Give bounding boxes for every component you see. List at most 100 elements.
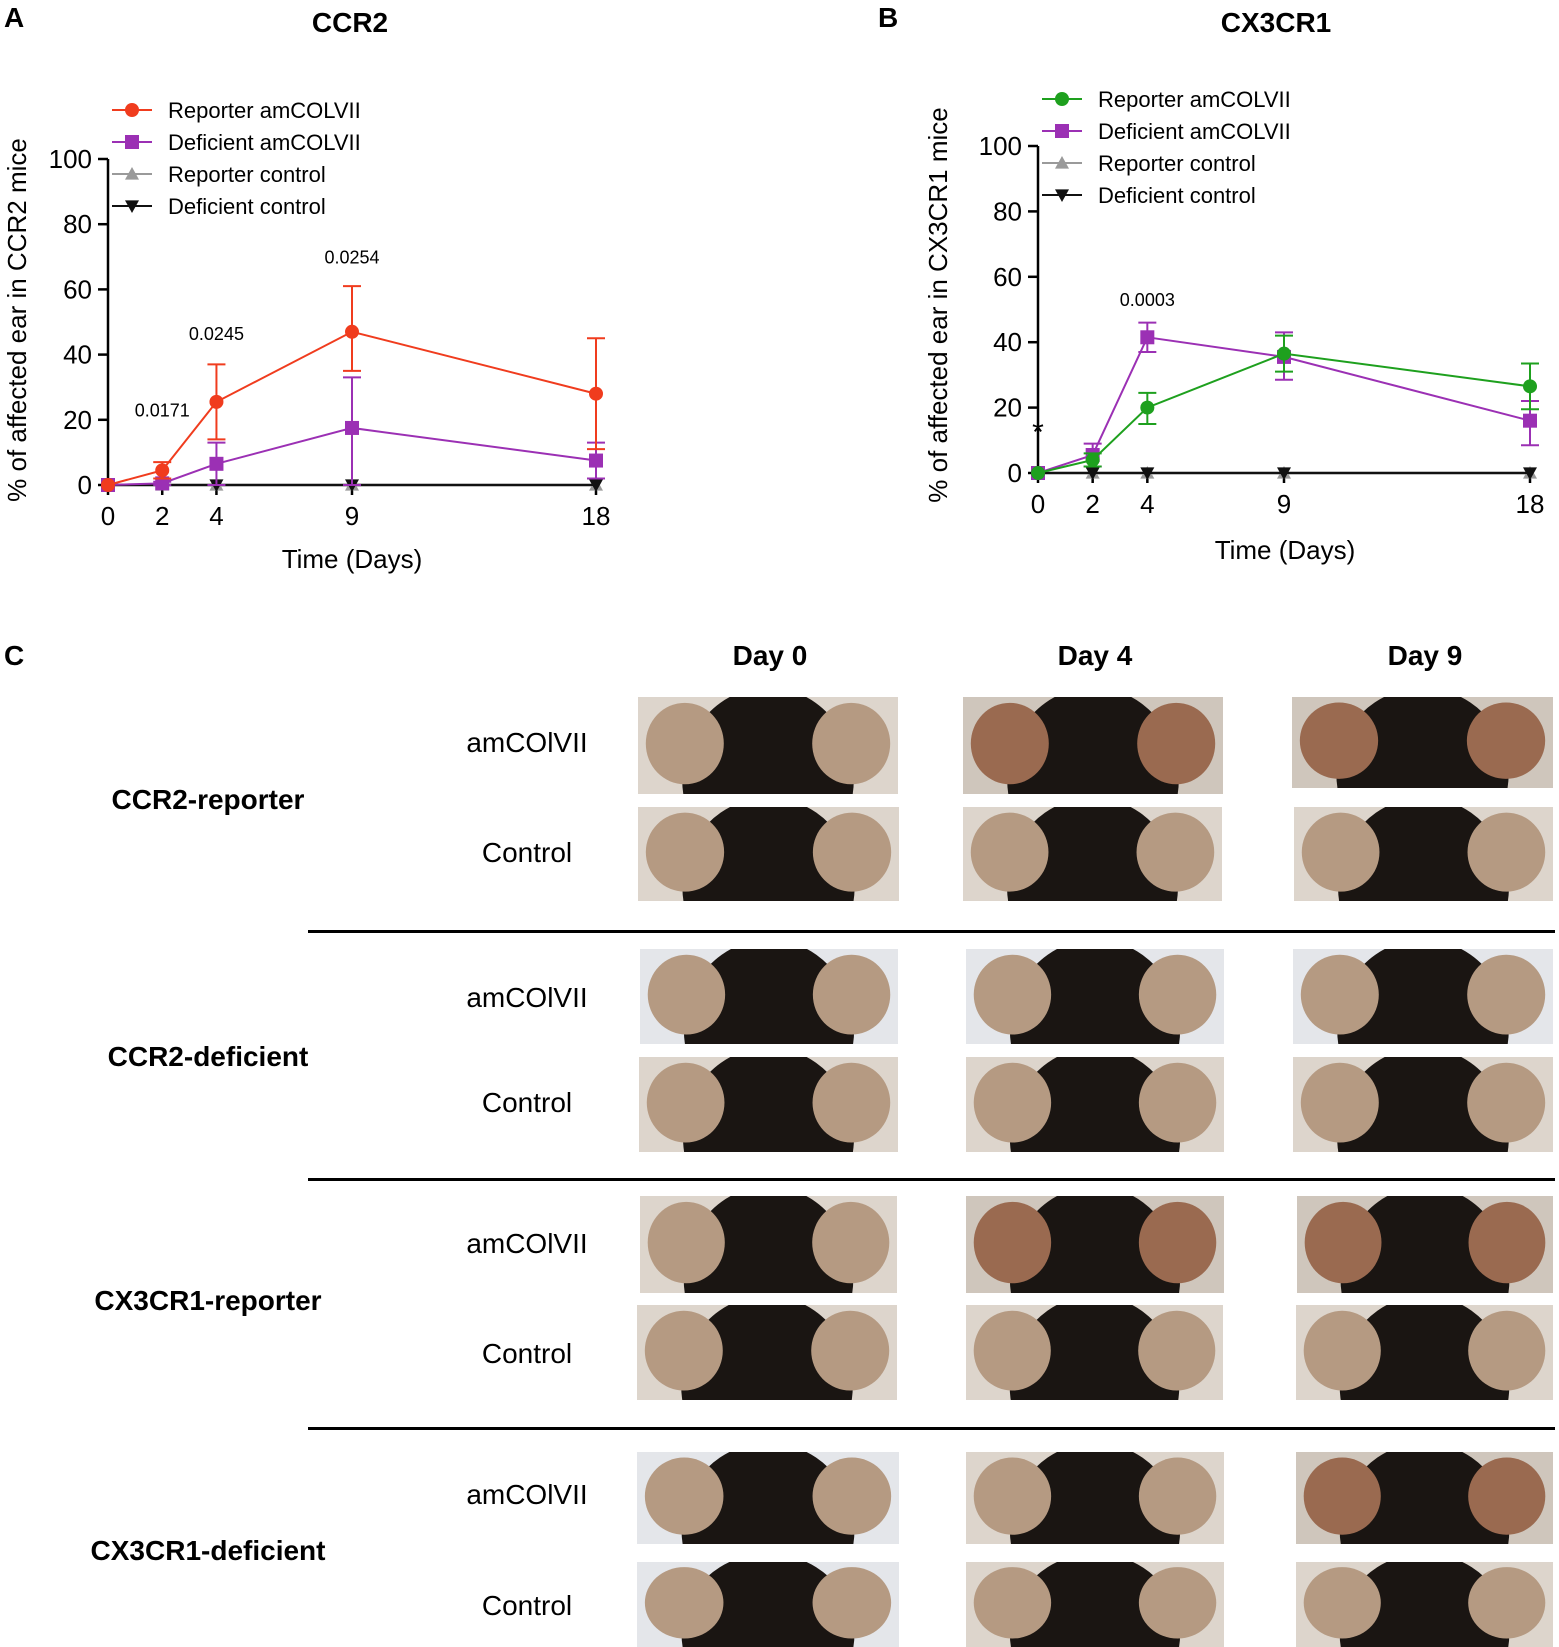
left-ear: [1300, 954, 1379, 1035]
mouse-ear-photo: [1294, 807, 1553, 901]
right-ear: [812, 1457, 892, 1535]
series-deficient-control: [1031, 467, 1537, 480]
left-ear: [1304, 1201, 1382, 1284]
mouse-head: [1339, 1452, 1510, 1544]
chart-title: CCR2: [312, 7, 388, 38]
x-tick-label: 18: [582, 501, 611, 531]
mouse-head: [1007, 807, 1178, 901]
mouse-ear-photo: [1292, 697, 1553, 788]
data-point: [155, 476, 170, 491]
data-point: [1085, 467, 1100, 480]
mouse-ear-photo: [963, 807, 1222, 901]
right-ear: [812, 1062, 891, 1143]
left-ear: [1300, 1062, 1379, 1143]
mouse-head: [1340, 1196, 1510, 1293]
left-ear: [973, 954, 1052, 1035]
legend-marker: [1055, 124, 1069, 138]
left-ear: [645, 812, 725, 892]
right-ear: [1468, 1310, 1546, 1391]
left-ear: [973, 1062, 1052, 1143]
p-value-label: 0.0245: [189, 324, 244, 344]
legend-marker: [125, 135, 139, 149]
mouse-head: [681, 1562, 855, 1647]
right-ear: [1468, 1457, 1546, 1535]
y-tick-label: 0: [1008, 458, 1022, 488]
group-label-cx3cr1-reporter: CX3CR1-reporter: [94, 1285, 322, 1316]
right-ear: [1468, 1201, 1546, 1284]
group-label-ccr2-reporter: CCR2-reporter: [111, 784, 305, 815]
data-point: [209, 456, 224, 471]
mouse-head: [1339, 1562, 1510, 1647]
right-ear: [1138, 1310, 1216, 1391]
x-axis-label: Time (Days): [282, 544, 423, 574]
mouse-ear-photo: [1296, 1452, 1553, 1544]
mouse-head: [1338, 807, 1509, 901]
mouse-head: [1336, 697, 1509, 788]
legend-label: Deficient amCOLVII: [168, 130, 361, 155]
x-tick-label: 0: [1031, 489, 1045, 519]
mouse-head: [1009, 1562, 1181, 1647]
left-ear: [973, 1310, 1051, 1391]
p-value-label: 0.0171: [135, 401, 190, 421]
mouse-head: [1009, 1196, 1181, 1293]
data-point: [589, 479, 603, 492]
right-ear: [1467, 1062, 1546, 1143]
right-ear: [1138, 1457, 1217, 1535]
mouse-head: [683, 1057, 854, 1152]
data-point: [1140, 400, 1155, 415]
data-point: [1277, 346, 1291, 361]
right-ear: [812, 702, 891, 785]
row-label: Control: [481, 837, 573, 868]
data-point: [1523, 413, 1537, 428]
right-ear: [1138, 1201, 1217, 1284]
mouse-head: [682, 807, 855, 901]
right-ear: [811, 1310, 890, 1391]
mouse-head: [681, 1305, 853, 1400]
legend-marker: [125, 103, 139, 117]
mouse-ear-photo: [1296, 1305, 1553, 1400]
left-ear: [644, 1567, 724, 1639]
y-tick-label: 60: [993, 262, 1022, 292]
group-label-ccr2-deficient: CCR2-deficient: [107, 1041, 309, 1072]
row-label: amCOlVII: [466, 727, 588, 758]
ccr2-chart: CCR2 % of affected ear in CCR2 mice Time…: [2, 7, 611, 574]
data-point: [1523, 467, 1537, 480]
series-deficient-amcolvii: [101, 376, 605, 492]
left-ear: [973, 1201, 1052, 1284]
x-tick-label: 9: [1277, 489, 1291, 519]
left-ear: [647, 1201, 725, 1284]
data-point: [1140, 467, 1155, 480]
left-ear: [644, 1457, 724, 1535]
x-tick-label: 4: [209, 501, 223, 531]
data-point: [1140, 330, 1155, 345]
row-label: amCOlVII: [466, 982, 588, 1013]
mouse-ear-photo: [966, 1196, 1224, 1293]
mouse-ear-photo: [639, 1057, 898, 1152]
mouse-head: [681, 1452, 855, 1544]
left-ear: [1301, 812, 1380, 892]
data-point: [345, 324, 359, 339]
mouse-ear-photo: [963, 697, 1223, 794]
left-ear: [970, 702, 1049, 785]
group-divider: [308, 1427, 1555, 1430]
legend-label: Reporter control: [168, 162, 326, 187]
left-ear: [644, 1310, 723, 1391]
right-ear: [812, 1201, 890, 1284]
left-ear: [1303, 1310, 1381, 1391]
y-tick-label: 40: [63, 340, 92, 370]
y-tick-label: 60: [63, 274, 92, 304]
mouse-ear-photo: [966, 1452, 1224, 1544]
p-value-label: 0.0254: [324, 247, 379, 267]
x-tick-label: 0: [101, 501, 115, 531]
row-label: Control: [481, 1087, 573, 1118]
day-header-0: Day 0: [732, 640, 808, 671]
right-ear: [1136, 812, 1215, 892]
row-label: amCOlVII: [466, 1479, 588, 1510]
mouse-ear-photo: [966, 1562, 1224, 1647]
series-reporter-amcolvii: [101, 285, 605, 492]
mouse-ear-photo: [637, 1305, 897, 1400]
panel-label-a: A: [4, 2, 25, 33]
data-point: [1085, 452, 1100, 467]
y-tick-label: 100: [49, 144, 92, 174]
mouse-ear-photo: [638, 807, 899, 901]
